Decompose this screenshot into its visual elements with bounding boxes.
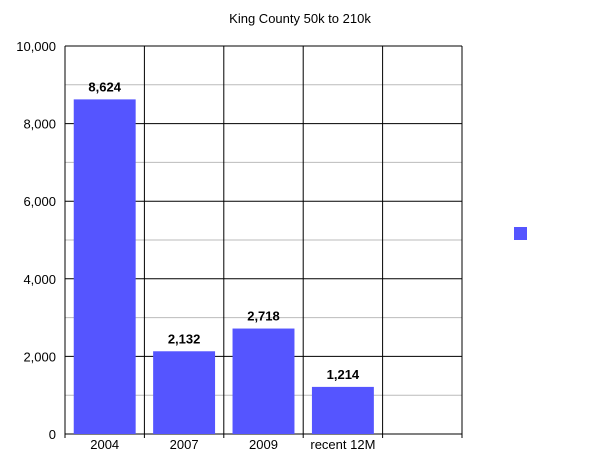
legend — [514, 227, 527, 240]
y-tick-label: 6,000 — [23, 194, 56, 209]
x-tick-label: 2009 — [249, 437, 278, 452]
x-tick-label: 2004 — [90, 437, 119, 452]
data-labels: 8,624 2,132 2,718 1,214 — [88, 79, 360, 382]
bar — [232, 328, 295, 434]
y-tick-label: 2,000 — [23, 349, 56, 364]
y-tick-label: 8,000 — [23, 117, 56, 132]
x-tick-label: recent 12M — [310, 437, 375, 452]
x-tick-label: 2007 — [170, 437, 199, 452]
data-label: 8,624 — [88, 79, 121, 94]
legend-swatch — [514, 227, 527, 240]
y-tick-label: 10,000 — [16, 39, 56, 54]
bar — [73, 99, 136, 435]
y-tick-label: 0 — [49, 427, 56, 442]
axes: 0 2,000 4,000 6,000 8,000 10,000 2004 2007 2009 r… — [16, 39, 375, 452]
y-tick-label: 4,000 — [23, 272, 56, 287]
data-label: 2,718 — [247, 309, 280, 324]
data-label: 2,132 — [168, 331, 201, 346]
bar — [311, 386, 374, 434]
bar — [153, 351, 216, 434]
chart-title: King County 50k to 210k — [229, 11, 371, 26]
data-label: 1,214 — [327, 367, 360, 382]
bars — [73, 99, 374, 435]
